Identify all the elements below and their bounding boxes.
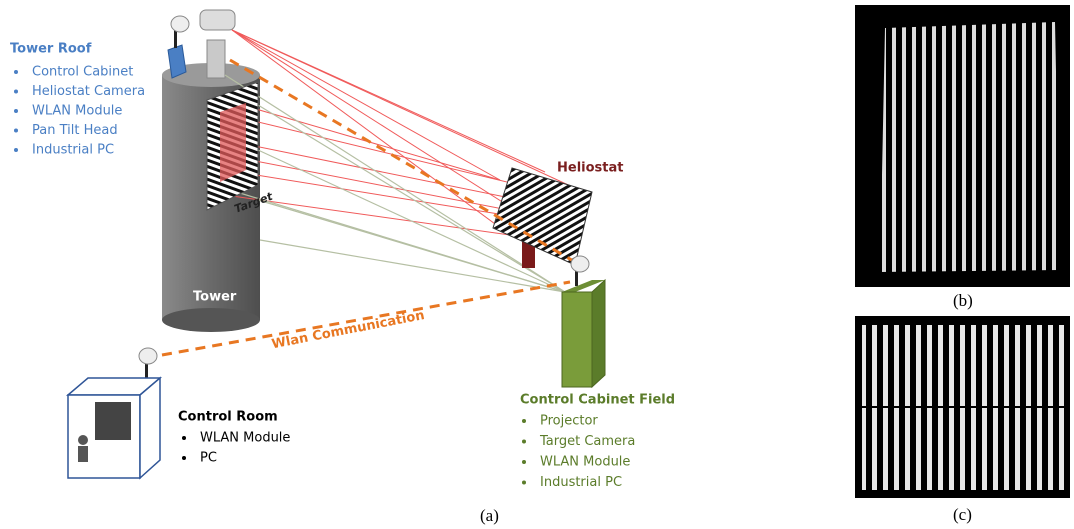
list-item: Projector	[540, 414, 598, 429]
bullet	[522, 460, 526, 464]
heliostat	[493, 168, 592, 268]
heliostat-label: Heliostat	[557, 161, 623, 176]
fringe-image-c	[855, 316, 1070, 498]
wlan-label: Wlan Communication	[271, 308, 426, 352]
list-item: Heliostat Camera	[32, 84, 145, 99]
cabinet-field-list: Projector Target Camera WLAN Module Industr…	[522, 414, 635, 491]
list-item: WLAN Module	[200, 431, 290, 446]
tower-roof-list: Control Cabinet Heliostat Camera WLAN Modu…	[14, 65, 145, 158]
list-item: Target Camera	[539, 434, 635, 449]
bullet	[522, 481, 526, 485]
list-item: PC	[200, 451, 217, 466]
list-item: Industrial PC	[540, 475, 622, 490]
bullet	[14, 109, 18, 113]
diagram: Target Tower Heliostat Wlan Communicatio…	[0, 0, 1074, 529]
list-item: Industrial PC	[32, 143, 114, 158]
bullet	[522, 419, 526, 423]
control-room-list: WLAN Module PC	[182, 431, 290, 466]
bullet	[14, 129, 18, 133]
fringe-image-b	[855, 5, 1070, 287]
bullet	[182, 456, 186, 460]
bullet	[522, 440, 526, 444]
caption-c: (c)	[953, 505, 972, 524]
list-item: Pan Tilt Head	[32, 123, 118, 138]
cabinet-field	[562, 256, 605, 387]
bullet	[14, 148, 18, 152]
control-room	[68, 348, 160, 478]
tower-roof-title: Tower Roof	[10, 42, 92, 57]
bullet	[182, 436, 186, 440]
caption-b: (b)	[953, 291, 973, 310]
list-item: WLAN Module	[32, 104, 122, 119]
list-item: Control Cabinet	[32, 65, 133, 80]
tower-label: Tower	[193, 290, 237, 305]
bullet	[14, 90, 18, 94]
control-room-title: Control Room	[178, 410, 278, 425]
list-item: WLAN Module	[540, 455, 630, 470]
caption-a: (a)	[480, 506, 499, 525]
bullet	[14, 70, 18, 74]
cabinet-field-title: Control Cabinet Field	[520, 393, 675, 408]
